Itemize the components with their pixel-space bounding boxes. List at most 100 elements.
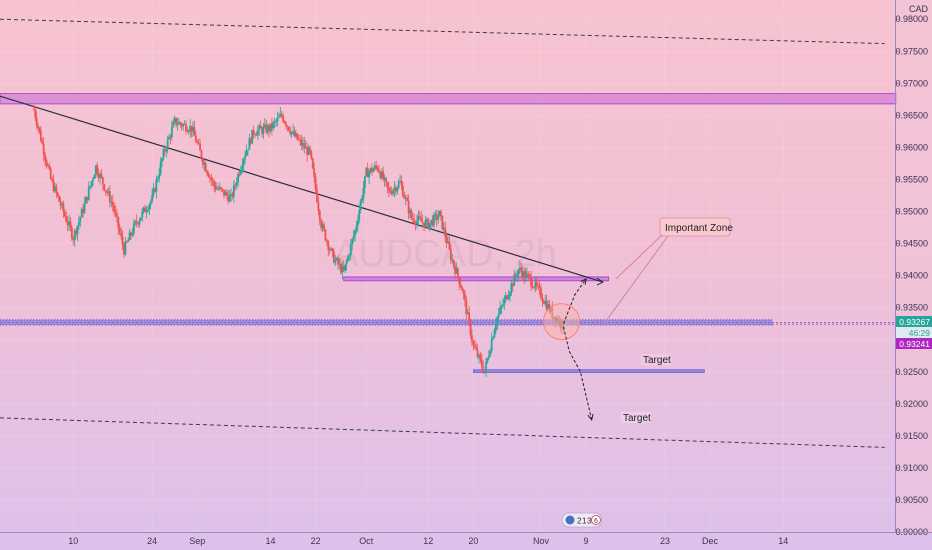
candle-up — [496, 317, 499, 324]
candle-up — [344, 264, 347, 271]
price-tick-label: 0.97500 — [895, 46, 928, 56]
candle-down — [82, 209, 85, 213]
candle-down — [386, 181, 389, 188]
candle-up — [278, 116, 280, 118]
candle-up — [404, 197, 407, 199]
candle-down — [410, 210, 413, 219]
candle-down — [34, 109, 37, 118]
trendline-arrow-head — [596, 277, 604, 286]
price-tick-label: 0.94500 — [895, 239, 928, 249]
candle-up — [273, 121, 276, 123]
candle-up — [128, 232, 131, 241]
candle-down — [325, 240, 328, 242]
candle-up — [517, 269, 520, 276]
candle-up — [455, 268, 458, 274]
candle-up — [240, 169, 242, 175]
candle-up — [266, 125, 269, 133]
candle-up — [107, 191, 110, 193]
events-badge[interactable]: 2 1 3 6 — [561, 512, 603, 528]
candle-down — [332, 251, 335, 263]
candle-up — [142, 207, 145, 212]
candle-down — [66, 221, 69, 226]
candle-up — [518, 267, 521, 270]
target-line-1 — [473, 369, 705, 373]
candle-down — [390, 192, 393, 194]
candle-up — [409, 210, 411, 214]
earnings-icon[interactable] — [565, 515, 575, 525]
candle-down — [46, 165, 49, 166]
candle-down — [296, 133, 299, 140]
candle-down — [318, 210, 321, 221]
dividend-icon[interactable] — [591, 515, 601, 525]
candle-up — [372, 169, 375, 173]
time-axis-ticks[interactable]: 10 24 Sep 14 22 Oct 12 20 Nov 9 23 Dec 14 — [68, 536, 788, 546]
candle-down — [104, 190, 107, 192]
candle-up — [54, 186, 56, 191]
candle-down — [70, 227, 73, 239]
candle-up — [247, 149, 249, 151]
candle-down — [482, 366, 485, 373]
candle-up — [525, 273, 528, 278]
target-1-label: Target — [643, 355, 671, 366]
candle-down — [62, 203, 65, 212]
candle-down — [108, 191, 111, 203]
candle-up — [485, 361, 487, 372]
price-tick-label: 0.95500 — [895, 174, 928, 184]
candle-down — [282, 115, 285, 122]
candle-up — [490, 339, 493, 352]
candle-up — [478, 354, 480, 357]
candle-up — [338, 263, 341, 265]
candle-up — [416, 220, 418, 225]
candle-down — [197, 142, 200, 144]
candle-down — [56, 192, 59, 196]
candle-down — [427, 219, 430, 229]
candle-up — [90, 181, 93, 186]
candle-down — [418, 216, 421, 218]
bar-countdown: 46:29 — [909, 328, 931, 338]
candle-down — [194, 135, 197, 143]
candle-up — [127, 240, 130, 242]
candle-down — [214, 186, 217, 190]
candle-down — [559, 319, 562, 327]
candle-up — [172, 122, 175, 128]
candle-down — [261, 128, 263, 134]
candle-down — [530, 276, 533, 286]
candle-up — [244, 155, 247, 160]
candle-up — [138, 220, 141, 225]
candle-up — [131, 233, 134, 236]
price-tick-label: 0.90500 — [895, 495, 928, 505]
candle-up — [510, 283, 513, 293]
candle-up — [182, 124, 185, 127]
candle-down — [473, 344, 476, 348]
candle-down — [420, 217, 423, 222]
candle-down — [406, 197, 409, 201]
candle-down — [479, 354, 482, 360]
candle-down — [403, 196, 406, 199]
candle-up — [334, 259, 337, 263]
candle-down — [541, 298, 544, 302]
candle-down — [45, 159, 48, 166]
candle-down — [324, 229, 327, 241]
candle-up — [134, 220, 137, 224]
time-tick-label: Dec — [702, 536, 719, 546]
candle-down — [317, 202, 320, 211]
candle-down — [254, 134, 256, 136]
candle-down — [414, 222, 417, 225]
candle-down — [454, 265, 456, 274]
candle-down — [452, 259, 455, 266]
candle-down — [538, 286, 541, 289]
candle-down — [545, 300, 548, 310]
candle-up — [165, 149, 168, 152]
candle-down — [524, 270, 527, 278]
candle-up — [216, 188, 218, 190]
candle-up — [352, 235, 355, 240]
candle-up — [76, 225, 79, 235]
candle-down — [49, 168, 52, 179]
candle-down — [287, 126, 290, 131]
candle-up — [170, 127, 173, 138]
price-axis-bg[interactable] — [896, 0, 932, 532]
candle-down — [444, 227, 447, 238]
candle-down — [200, 150, 203, 159]
